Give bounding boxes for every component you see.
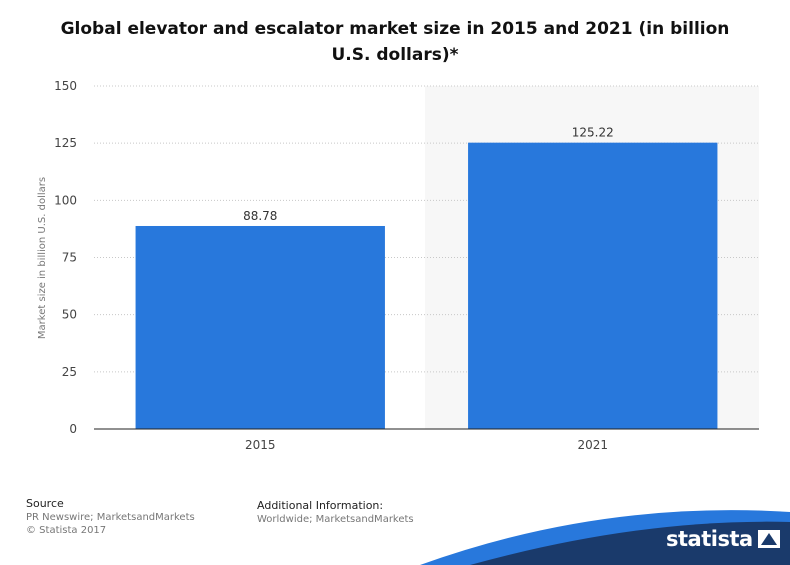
data-label-2021: 125.22	[572, 126, 614, 140]
bars	[135, 142, 718, 429]
y-tick-label: 75	[62, 251, 77, 265]
y-tick-label: 150	[54, 79, 77, 93]
statista-logo[interactable]: statista	[666, 527, 780, 551]
data-labels: 88.78 125.22	[243, 126, 614, 223]
x-tick-label-2021: 2021	[577, 438, 608, 452]
chart-title: Global elevator and escalator market siz…	[60, 19, 730, 65]
copyright-line: © Statista 2017	[26, 525, 107, 536]
x-tick-label-2015: 2015	[245, 438, 276, 452]
y-axis-ticks: 0 25 50 75 100 125 150	[54, 79, 77, 436]
y-tick-label: 0	[69, 422, 77, 436]
additional-info-heading: Additional Information:	[257, 499, 384, 512]
bar-2015	[135, 225, 385, 429]
source-heading: Source	[26, 497, 64, 510]
source-block: Source PR Newswire; MarketsandMarkets © …	[26, 497, 195, 537]
bar-2021	[468, 142, 718, 429]
brand-wave-base	[470, 521, 790, 565]
y-axis-title: Market size in billion U.S. dollars	[37, 177, 48, 339]
y-tick-label: 100	[54, 193, 77, 207]
y-tick-label: 25	[62, 365, 77, 379]
y-tick-label: 50	[62, 308, 77, 322]
source-line: PR Newswire; MarketsandMarkets	[26, 512, 195, 523]
statista-flag-icon	[757, 530, 780, 548]
data-label-2015: 88.78	[243, 209, 277, 223]
additional-info-block: Additional Information: Worldwide; Marke…	[257, 499, 414, 526]
x-axis-ticks: 2015 2021	[245, 438, 608, 452]
statista-wordmark: statista	[666, 527, 753, 551]
y-tick-label: 125	[54, 136, 77, 150]
additional-info-line: Worldwide; MarketsandMarkets	[257, 514, 414, 525]
